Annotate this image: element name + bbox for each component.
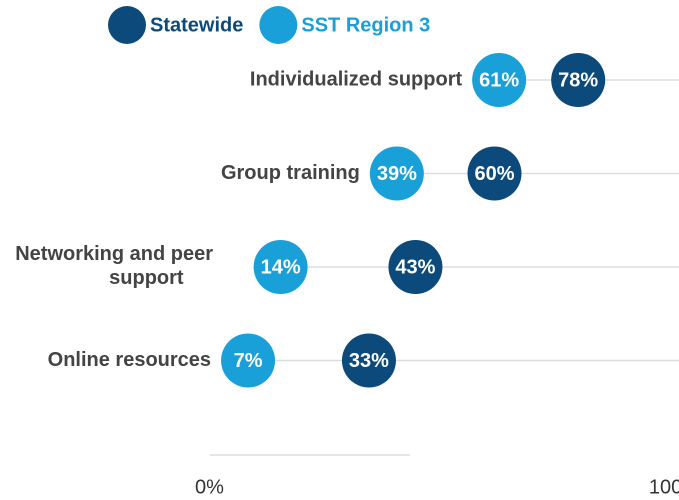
value-label: 14% [261,256,301,278]
value-label: 78% [558,69,598,91]
dot [221,333,276,388]
dot [472,53,527,107]
value-label: 33% [349,350,389,372]
legend-swatch [259,6,298,44]
value-label: 7% [234,350,263,372]
category-label: Networking and peer support [15,243,218,289]
dot [341,333,396,388]
value-label: 43% [395,256,435,278]
x-tick-label: 100% [649,476,679,498]
category-label: Group training [221,162,360,184]
legend-label: SST Region 3 [301,14,430,36]
dot [369,146,424,201]
legend-label: Statewide [150,14,243,36]
category-label-line: Networking and peer [15,243,218,265]
dot [253,240,308,294]
dot [388,240,443,294]
category-label-line: support [109,267,184,289]
value-label: 60% [474,163,514,185]
x-tick-label: 0% [195,476,224,498]
category-label: Individualized support [250,68,463,90]
dot [551,53,606,107]
value-label: 39% [377,163,417,185]
legend-swatch [108,6,146,44]
value-label: 61% [479,69,519,91]
dot [467,146,522,201]
category-label: Online resources [48,349,211,371]
